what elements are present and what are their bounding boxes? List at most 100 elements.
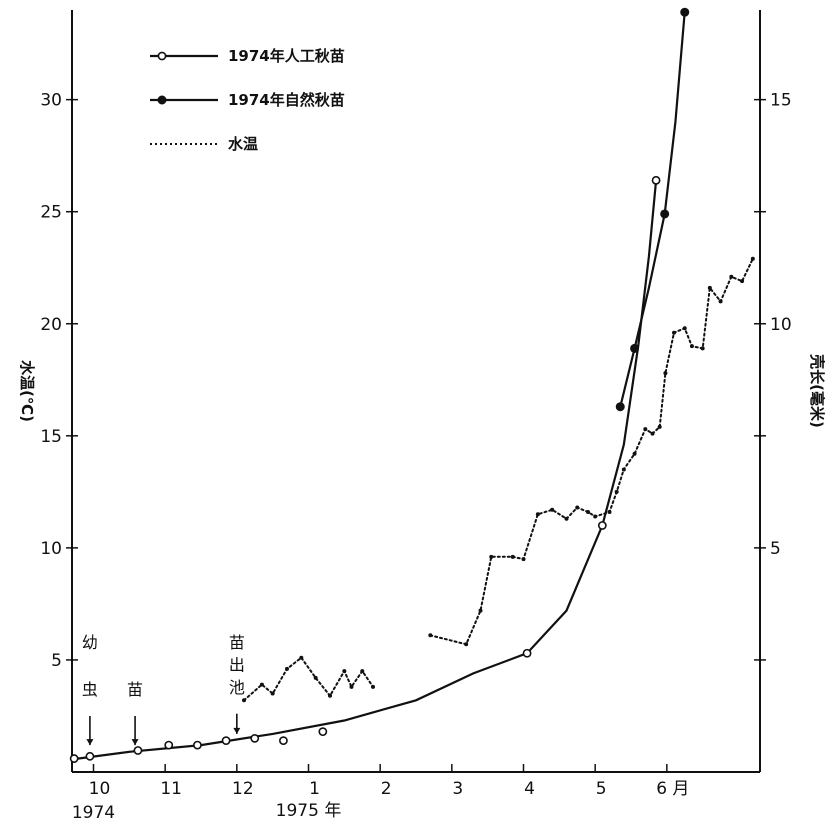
water-temp-point: [607, 510, 612, 515]
legend-label: 1974年人工秋苗: [228, 47, 345, 65]
artificial-seedling-curve: [71, 180, 658, 761]
annotation-char: 池: [229, 678, 245, 697]
water-temp-line: [429, 257, 754, 646]
annotation-arrow-head: [86, 739, 94, 746]
water-temp-point: [700, 346, 705, 351]
legend-entry: 1974年人工秋苗: [150, 47, 345, 65]
annotation-arrow-head: [131, 739, 139, 746]
water-temp-point: [328, 693, 332, 698]
water-temp-point: [342, 669, 347, 674]
legend-filled-marker: [157, 95, 167, 105]
y-left-tick-label: 25: [40, 203, 62, 223]
natural-seedling-point: [660, 209, 670, 219]
artificial-seedling-point: [522, 648, 532, 658]
annotation-char: 苗: [229, 633, 245, 652]
water-temp-point: [575, 505, 580, 510]
natural-seedling-point: [615, 402, 625, 412]
x-tick-label: 12: [232, 779, 254, 799]
water-temp-point: [489, 554, 494, 559]
artificial-seedling-point: [85, 751, 95, 761]
water-temp-point: [464, 642, 469, 647]
annotation-char: 虫: [82, 680, 98, 699]
y-axis-left-title: 水温(℃): [18, 360, 36, 422]
water-temp-point: [672, 330, 676, 335]
x-tick-label: 3: [452, 779, 463, 799]
artificial-seedling-point: [221, 736, 231, 746]
artificial-seedling-point: [597, 521, 607, 530]
water-temp-point: [663, 371, 668, 376]
x-tick-label: 11: [160, 779, 182, 799]
legend-entry: 水温: [150, 135, 258, 153]
natural-seedling-point: [680, 7, 690, 17]
y-left-tick-label: 30: [40, 91, 62, 111]
annotation-char: 苗: [127, 680, 143, 699]
legend-open-marker: [157, 51, 167, 61]
water-temp-point: [510, 554, 515, 559]
y-left-tick-label: 5: [51, 651, 62, 671]
water-temp-point: [270, 691, 275, 696]
water-temp-point: [564, 516, 569, 521]
water-temp-line: [243, 656, 374, 702]
legend-entry: 1974年自然秋苗: [150, 91, 345, 109]
y-left-tick-label: 15: [40, 427, 62, 447]
water-temp-point: [689, 344, 694, 349]
water-temp-point: [521, 557, 526, 562]
artificial-seedling-point: [193, 740, 202, 750]
x-tick-label: 10: [89, 779, 111, 799]
y-right-tick-label: 5: [770, 539, 781, 559]
artificial-seedling-point: [133, 746, 143, 755]
artificial-seedling-point: [651, 175, 661, 185]
water-temp-point: [478, 608, 483, 613]
water-temp-point: [657, 424, 662, 429]
series-0: [69, 175, 661, 763]
x-year-1975-label: 1975 年: [276, 801, 342, 821]
water-temp-point: [259, 682, 264, 687]
water-temp-point: [729, 274, 734, 279]
natural-seedling-point: [630, 343, 640, 353]
y-left-tick-label: 10: [40, 539, 62, 559]
x-tick-label: 5: [596, 779, 607, 799]
series-2: [242, 256, 755, 703]
water-temp-point: [371, 684, 375, 689]
water-temp-point: [535, 512, 540, 517]
artificial-seedling-point: [279, 736, 288, 746]
water-temp-point: [313, 675, 318, 680]
annotation-char: 幼: [82, 633, 98, 652]
water-temp-point: [718, 299, 723, 304]
annotation-char: 出: [229, 655, 245, 674]
legend-label: 水温: [228, 135, 258, 153]
artificial-seedling-point: [69, 754, 79, 763]
y-right-tick-label: 10: [770, 315, 792, 335]
water-temp-point: [428, 633, 433, 638]
y-axis-right-title: 壳长(毫米): [808, 353, 826, 428]
water-temp-point: [707, 285, 712, 290]
artificial-seedling-point: [318, 727, 328, 737]
natural-seedling-curve: [619, 12, 686, 407]
water-temp-point: [682, 326, 687, 331]
legend-label: 1974年自然秋苗: [228, 91, 345, 109]
x-year-1974-label: 1974: [72, 803, 115, 823]
water-temp-point: [614, 489, 619, 494]
water-temp-point: [349, 684, 354, 689]
water-temp-point: [621, 467, 626, 472]
x-tick-label: 6 月: [656, 779, 689, 799]
y-right-tick-label: 15: [770, 91, 792, 111]
water-temp-point: [586, 510, 590, 515]
water-temp-point: [750, 256, 755, 261]
axes: [71, 10, 761, 773]
series-1: [615, 7, 690, 412]
water-temp-point: [650, 431, 655, 436]
water-temp-point: [643, 427, 648, 432]
water-temp-point: [740, 279, 745, 284]
water-temp-point: [360, 669, 365, 674]
water-temp-point: [299, 655, 304, 660]
x-tick-label: 2: [381, 779, 392, 799]
artificial-seedling-point: [250, 733, 260, 743]
annotation-arrow-head: [233, 727, 241, 734]
series-layer: [69, 7, 755, 763]
water-temp-point: [242, 698, 246, 703]
